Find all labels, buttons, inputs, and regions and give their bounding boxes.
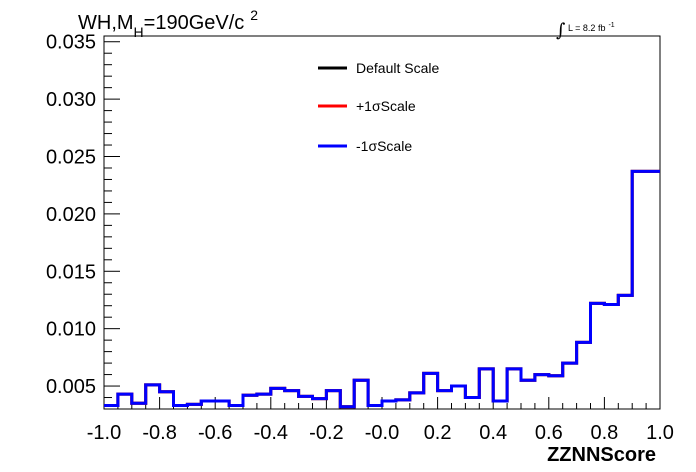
x-tick-label: 1.0 [646, 422, 674, 444]
y-tick-label: 0.030 [46, 89, 96, 111]
legend-label: Default Scale [356, 60, 439, 76]
x-tick-label: -0.0 [365, 422, 399, 444]
lumi-label: L = 8.2 fb -1 [568, 22, 615, 33]
x-tick-label: -0.2 [309, 422, 343, 444]
x-tick-label: -0.6 [198, 422, 232, 444]
x-axis: -1.0 -0.8 -0.6 -0.4 -0.2 -0.0 0.2 0.4 0.6 0.8 1.0 [87, 397, 674, 444]
title-rest: =190GeV/c [144, 12, 245, 34]
lumi-integral-symbol: ∫ [556, 20, 566, 41]
legend: Default Scale +1σScale -1σScale [318, 60, 439, 154]
series-line-2 [104, 169, 660, 409]
title-superscript: 2 [250, 7, 258, 23]
legend-label: -1σScale [356, 138, 412, 154]
series-line-0 [104, 169, 660, 409]
x-tick-label: 0.8 [590, 422, 618, 444]
y-tick-label: 0.010 [46, 319, 96, 341]
title-subscript: H [134, 24, 144, 40]
x-tick-label: -1.0 [87, 422, 121, 444]
x-tick-label: -0.8 [142, 422, 176, 444]
x-tick-label: 0.4 [479, 422, 507, 444]
x-tick-label: -0.4 [254, 422, 288, 444]
x-tick-label: 0.6 [535, 422, 563, 444]
lumi-superscript: -1 [608, 22, 614, 29]
x-tick-label: 0.2 [424, 422, 452, 444]
y-tick-label: 0.005 [46, 376, 96, 398]
x-axis-title: ZZNNScore [547, 444, 656, 466]
chart-title: WH,MH=190GeV/c 2 [78, 7, 258, 40]
y-tick-label: 0.035 [46, 32, 96, 54]
y-axis: 0.005 0.010 0.015 0.020 0.025 0.030 0.035 [46, 32, 120, 410]
y-tick-label: 0.025 [46, 147, 96, 169]
lumi-text: L = 8.2 fb [568, 23, 605, 33]
y-tick-label: 0.020 [46, 204, 96, 226]
series-line-1 [104, 169, 660, 409]
title-main: WH,M [78, 12, 134, 34]
y-tick-label: 0.015 [46, 261, 96, 283]
legend-label: +1σScale [356, 98, 416, 114]
histogram-series [104, 169, 660, 409]
